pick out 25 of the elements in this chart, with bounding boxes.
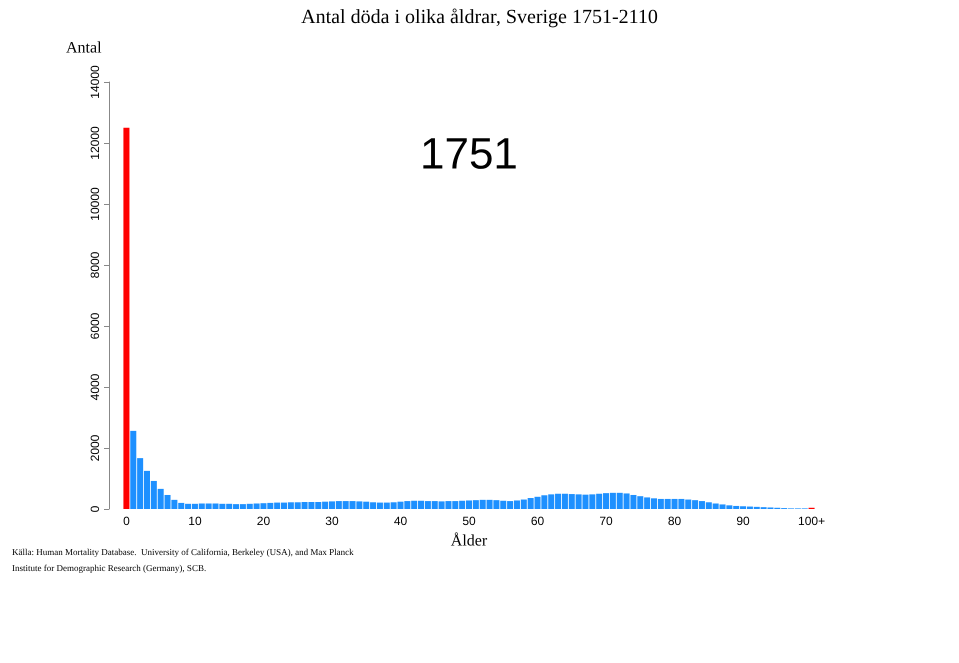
y-tick-label: 2000 — [88, 434, 102, 462]
x-tick-label: 20 — [256, 514, 270, 528]
x-tick-label: 10 — [188, 514, 202, 528]
y-tick-label: 4000 — [88, 373, 102, 400]
x-tick-label: 50 — [462, 514, 476, 528]
x-tick-label: 100+ — [798, 514, 826, 528]
x-tick-label: 80 — [668, 514, 682, 528]
y-tick-label: 14000 — [88, 64, 102, 99]
x-tick-label: 60 — [530, 514, 545, 528]
annotation: 1751 — [420, 130, 518, 178]
x-tick-label: 90 — [736, 514, 750, 528]
x-tick-label: 40 — [394, 514, 408, 528]
y-tick-label: 6000 — [88, 312, 102, 340]
y-tick-label: 0 — [88, 505, 102, 512]
x-tick-label: 0 — [123, 514, 130, 528]
x-axis-title: Ålder — [450, 532, 488, 550]
x-tick-label: 30 — [325, 514, 339, 528]
text: Källa: Human Mortality Database. University of California, Berkeley (USA), and Max Planck Institute for Demographic Research (Germany), SCB. — [12, 547, 356, 573]
bar — [123, 128, 130, 509]
chart-title: Antal döda i olika åldrar, Sverige 1751-2110 — [301, 6, 658, 28]
x-tick-label: 70 — [599, 514, 614, 528]
y-axis-title: Antal — [66, 40, 102, 56]
y-tick-label: 10000 — [88, 186, 102, 221]
y-tick-label: 8000 — [88, 251, 102, 278]
y-tick-label: 12000 — [88, 126, 102, 160]
